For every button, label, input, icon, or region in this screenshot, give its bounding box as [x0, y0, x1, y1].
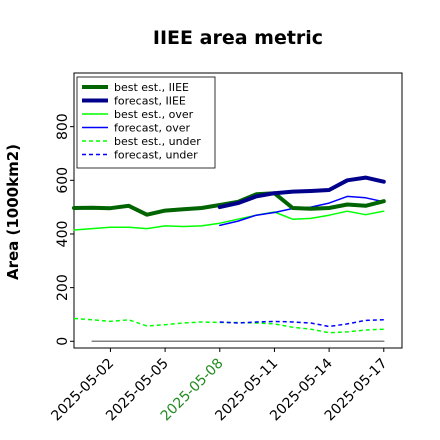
y-tick-label: 200	[55, 274, 71, 301]
chart-title: IIEE area metric	[153, 27, 323, 49]
legend-box	[76, 76, 216, 169]
series-lines	[72, 175, 386, 343]
legend-label: forecast, under	[114, 149, 198, 162]
y-tick-label: 400	[55, 221, 71, 248]
legend-label: best est., IIEE	[114, 81, 189, 94]
y-axis-label: Area (1000km2)	[4, 144, 22, 280]
legend-label: best est., under	[114, 135, 201, 148]
legend-label: best est., over	[114, 108, 194, 121]
series-line-forecast-iiee	[217, 175, 386, 210]
y-tick-label: 600	[55, 167, 71, 194]
plot-frame	[73, 72, 403, 349]
legend-label: forecast, IIEE	[114, 95, 186, 108]
y-tick-label: 0	[55, 337, 71, 346]
y-tick-label: 800	[55, 113, 71, 140]
series-line-best-est-over	[73, 210, 385, 231]
legend-label: forecast, over	[114, 122, 190, 135]
y-axis: 0 200 400 600 800	[55, 113, 74, 346]
